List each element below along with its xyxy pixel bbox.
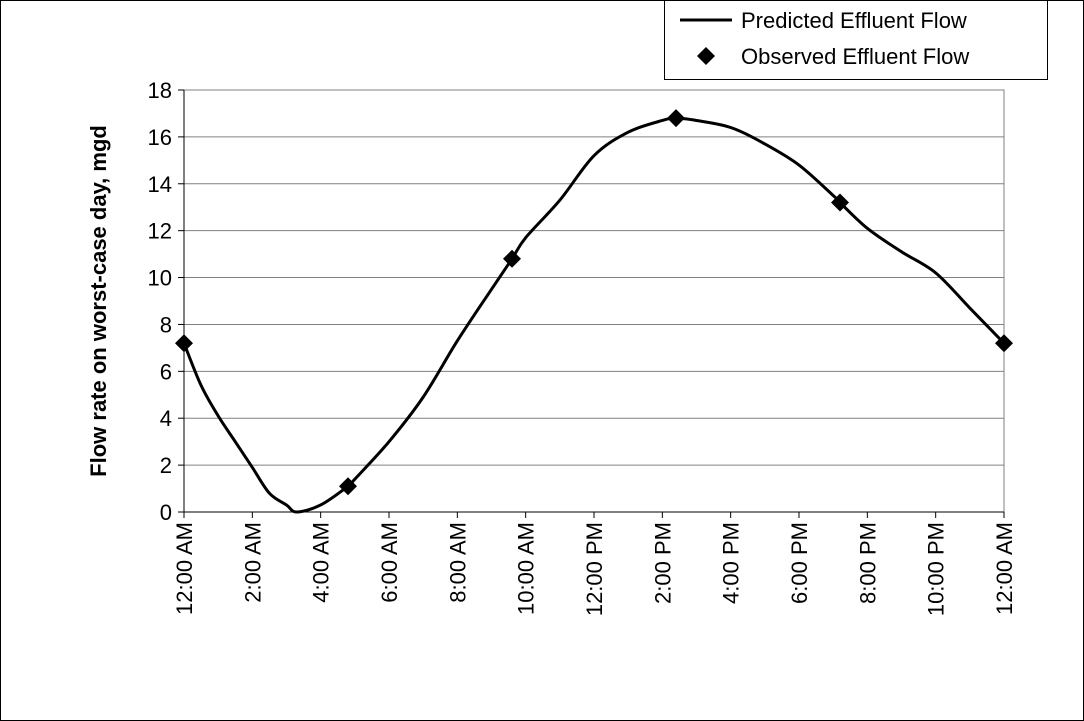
observed-point xyxy=(339,477,357,496)
x-tick-label: 4:00 PM xyxy=(719,522,744,604)
observed-point xyxy=(175,334,193,353)
observed-point xyxy=(503,249,521,268)
y-tick-label: 10 xyxy=(148,266,172,291)
observed-point xyxy=(667,109,685,128)
x-tick-label: 4:00 AM xyxy=(309,522,334,603)
x-tick-label: 8:00 AM xyxy=(445,522,470,603)
x-tick-label: 12:00 AM xyxy=(172,522,197,615)
observed-point xyxy=(831,193,849,212)
x-tick-label: 10:00 PM xyxy=(924,522,949,616)
y-tick-label: 16 xyxy=(148,125,172,150)
y-tick-label: 18 xyxy=(148,78,172,103)
y-tick-label: 12 xyxy=(148,219,172,244)
y-tick-label: 0 xyxy=(160,500,172,525)
legend: Predicted Effluent Flow Observed Effluent… xyxy=(664,0,1048,80)
y-tick-label: 6 xyxy=(160,359,172,384)
legend-label: Predicted Effluent Flow xyxy=(741,8,967,33)
x-tick-label: 2:00 AM xyxy=(240,522,265,603)
x-tick-label: 2:00 PM xyxy=(650,522,675,604)
x-tick-label: 12:00 PM xyxy=(582,522,607,616)
legend-box xyxy=(664,0,1048,80)
x-tick-label: 10:00 AM xyxy=(514,522,539,615)
x-tick-label: 6:00 PM xyxy=(787,522,812,604)
x-tick-label: 12:00 AM xyxy=(992,522,1017,615)
x-tick-label: 8:00 PM xyxy=(855,522,880,604)
legend-label: Observed Effluent Flow xyxy=(741,44,969,69)
y-tick-label: 2 xyxy=(160,453,172,478)
observed-point xyxy=(995,334,1013,353)
legend-marker xyxy=(697,47,715,65)
x-tick-label: 6:00 AM xyxy=(377,522,402,603)
y-axis-title: Flow rate on worst-case day, mgd xyxy=(86,125,111,477)
y-tick-label: 14 xyxy=(148,172,172,197)
y-tick-label: 8 xyxy=(160,312,172,337)
y-tick-label: 4 xyxy=(160,406,172,431)
